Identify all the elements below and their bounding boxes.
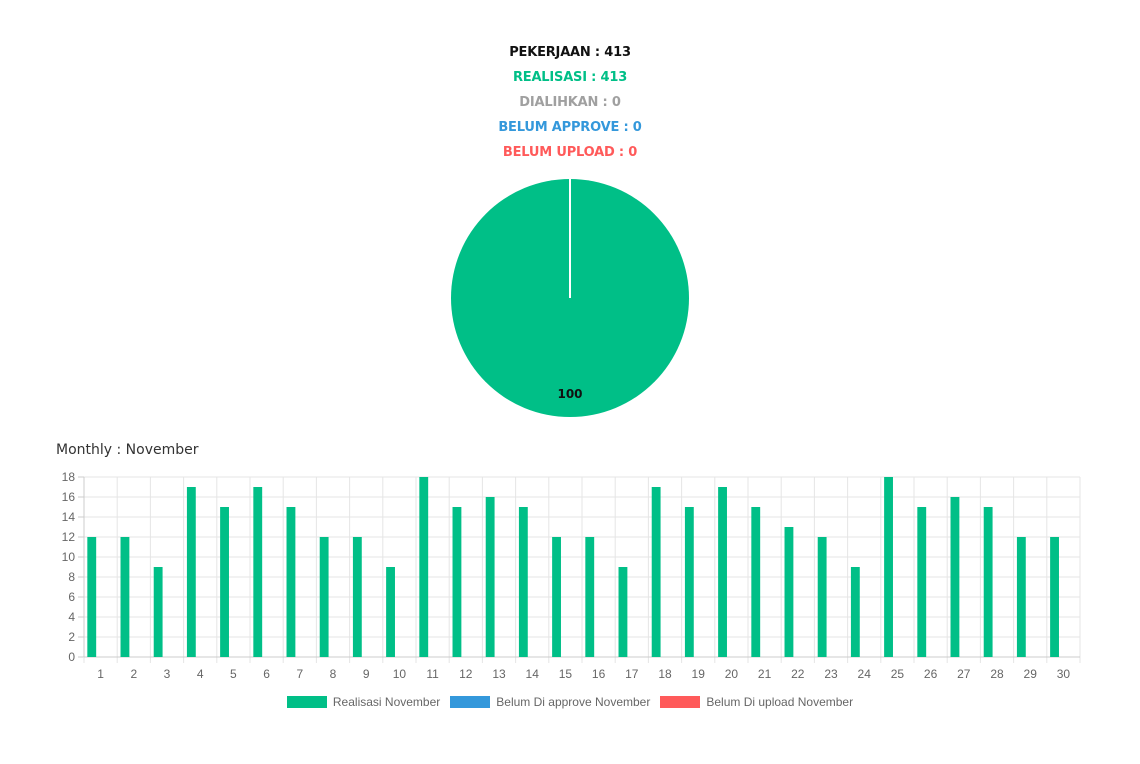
- x-tick-label: 25: [891, 667, 905, 681]
- legend-swatch: [286, 696, 327, 708]
- bar-1-day-17: [618, 567, 628, 657]
- x-tick-label: 3: [164, 667, 171, 681]
- y-tick-label: 6: [68, 590, 75, 604]
- legend-swatch: [660, 696, 701, 708]
- bar-1-day-7: [286, 507, 296, 657]
- summary-block: PEKERJAAN : 413 REALISASI : 413 DIALIHKA…: [0, 40, 1140, 165]
- bar-1-day-11: [419, 477, 429, 657]
- bar-1-day-14: [518, 507, 528, 657]
- bar-1-day-9: [352, 537, 362, 657]
- x-tick-label: 12: [459, 667, 473, 681]
- x-tick-label: 29: [1024, 667, 1038, 681]
- legend-item[interactable]: Belum Di approve November: [450, 695, 650, 709]
- monthly-title: Monthly : November: [56, 442, 199, 458]
- x-tick-label: 26: [924, 667, 938, 681]
- y-tick-label: 18: [62, 470, 76, 484]
- legend-label: Belum Di upload November: [706, 695, 854, 709]
- x-tick-label: 1: [97, 667, 104, 681]
- x-tick-label: 8: [330, 667, 337, 681]
- x-tick-label: 23: [824, 667, 838, 681]
- legend-swatch: [450, 696, 491, 708]
- bar-1-day-24: [850, 567, 860, 657]
- x-tick-label: 20: [725, 667, 739, 681]
- legend-label: Realisasi November: [332, 695, 441, 709]
- belum-approve-total: BELUM APPROVE : 0: [498, 120, 642, 135]
- x-tick-label: 14: [526, 667, 540, 681]
- realisasi-total: REALISASI : 413: [512, 70, 628, 85]
- x-tick-label: 28: [990, 667, 1004, 681]
- x-tick-label: 9: [363, 667, 370, 681]
- bar-1-day-26: [917, 507, 927, 657]
- bar-1-day-18: [651, 487, 661, 657]
- pekerjaan-total: PEKERJAAN : 413: [509, 45, 631, 60]
- bar-1-day-1: [87, 537, 97, 657]
- bar-1-day-6: [253, 487, 263, 657]
- bar-1-day-21: [751, 507, 761, 657]
- bar-legend: Realisasi November Belum Di approve Novem…: [0, 695, 1140, 709]
- bar-1-day-27: [950, 497, 960, 657]
- x-tick-label: 17: [625, 667, 639, 681]
- bar-1-day-19: [684, 507, 694, 657]
- bar-1-day-2: [120, 537, 130, 657]
- belum-upload-total: BELUM UPLOAD : 0: [502, 145, 638, 160]
- bar-1-day-12: [452, 507, 462, 657]
- legend-label: Belum Di approve November: [496, 695, 651, 709]
- y-tick-label: 16: [62, 490, 76, 504]
- x-tick-label: 22: [791, 667, 805, 681]
- y-tick-label: 12: [62, 530, 76, 544]
- y-tick-label: 2: [68, 630, 75, 644]
- x-tick-label: 21: [758, 667, 772, 681]
- bar-1-day-23: [817, 537, 827, 657]
- bar-1-day-22: [784, 527, 794, 657]
- x-tick-label: 27: [957, 667, 971, 681]
- bar-1-day-25: [884, 477, 893, 657]
- x-tick-label: 7: [296, 667, 303, 681]
- bar-1-day-4: [186, 487, 196, 657]
- bar-1-day-13: [485, 497, 495, 657]
- bar-1-day-29: [1016, 537, 1026, 657]
- x-tick-label: 4: [197, 667, 204, 681]
- x-tick-label: 2: [130, 667, 137, 681]
- x-tick-label: 11: [426, 667, 439, 681]
- legend-item[interactable]: Belum Di upload November: [660, 695, 853, 709]
- x-tick-label: 16: [592, 667, 606, 681]
- pie-chart: 100: [451, 179, 689, 417]
- bar-1-day-20: [718, 487, 727, 657]
- bar-1-day-5: [220, 507, 229, 657]
- bar-1-day-3: [153, 567, 163, 657]
- y-tick-label: 4: [68, 610, 75, 624]
- x-tick-label: 6: [263, 667, 270, 681]
- y-tick-label: 0: [68, 650, 75, 664]
- x-tick-label: 10: [393, 667, 407, 681]
- x-tick-label: 18: [658, 667, 672, 681]
- x-tick-label: 24: [858, 667, 872, 681]
- bar-1-day-15: [552, 537, 561, 657]
- y-tick-label: 10: [62, 550, 76, 564]
- bar-1-day-8: [319, 537, 329, 657]
- x-tick-label: 30: [1057, 667, 1071, 681]
- y-tick-label: 14: [62, 510, 76, 524]
- bar-1-day-28: [983, 507, 993, 657]
- bar-1-day-10: [386, 567, 395, 657]
- legend-item[interactable]: Realisasi November: [286, 695, 441, 709]
- pie-data-label: 100: [557, 387, 582, 401]
- bar-1-day-30: [1050, 537, 1059, 657]
- x-tick-label: 13: [492, 667, 506, 681]
- x-tick-label: 5: [230, 667, 237, 681]
- x-tick-label: 15: [559, 667, 573, 681]
- bar-1-day-16: [585, 537, 595, 657]
- y-tick-label: 8: [68, 570, 75, 584]
- x-tick-label: 19: [692, 667, 706, 681]
- dialihkan-total: DIALIHKAN : 0: [519, 95, 621, 110]
